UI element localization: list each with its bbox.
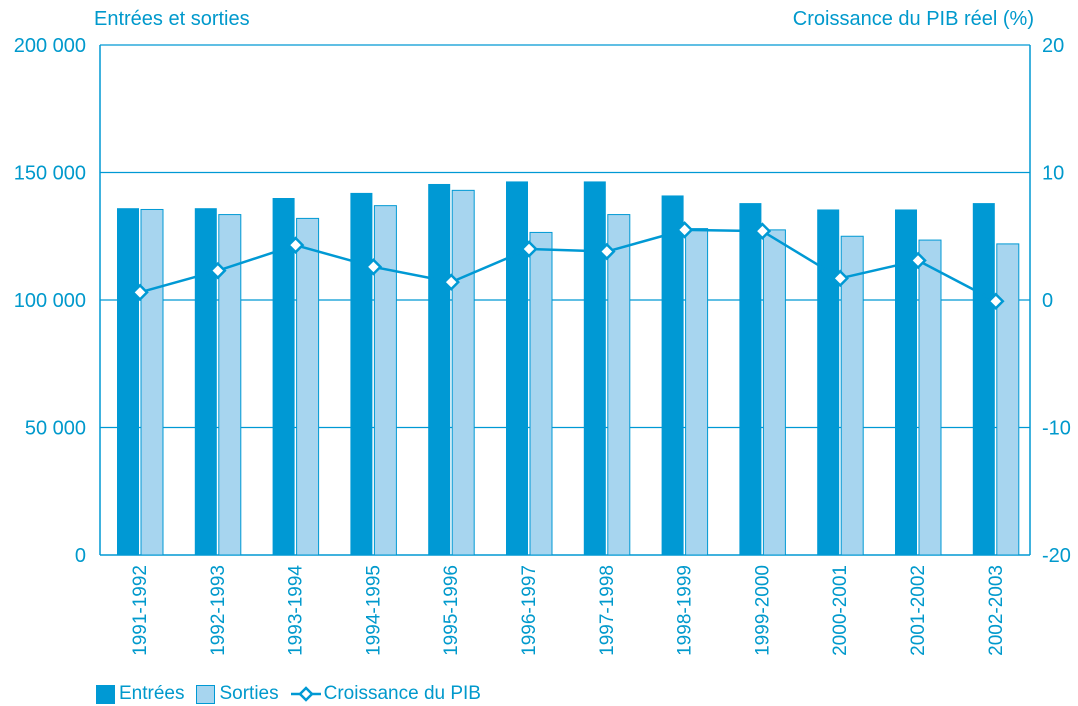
- bar-entrees: [117, 208, 139, 555]
- x-tick-label: 2001-2002: [908, 565, 929, 656]
- bar-sorties: [996, 243, 1020, 556]
- left-axis-title: Entrées et sorties: [94, 8, 250, 30]
- point-croissance-pib: [364, 258, 383, 276]
- x-tick-label: 1998-1999: [675, 565, 696, 656]
- point-croissance-pib: [209, 261, 227, 280]
- point-croissance-pib: [442, 273, 460, 291]
- legend-label-entrees: Entrées: [119, 683, 185, 704]
- legend-swatch-entrees: [96, 684, 115, 704]
- x-tick-label: 1996-1997: [519, 565, 540, 656]
- bar-entrees: [895, 209, 917, 555]
- legend: Entrées Sorties Croissance du PIB: [96, 683, 493, 705]
- x-tick-label: 1995-1996: [441, 565, 462, 656]
- right-tick-label: -10: [1042, 418, 1071, 440]
- line-croissance-pib: [139, 228, 997, 303]
- bar-sorties: [607, 214, 631, 556]
- point-croissance-pib: [831, 269, 849, 288]
- left-tick-label: 100 000: [14, 290, 86, 312]
- point-croissance-pib: [286, 236, 305, 254]
- bar-sorties: [685, 228, 709, 556]
- right-tick-label: 0: [1042, 290, 1053, 312]
- x-tick-label: 1991-1992: [130, 565, 151, 656]
- x-tick-label: 1994-1995: [363, 565, 384, 656]
- x-tick-label: 1997-1998: [597, 565, 618, 656]
- point-croissance-pib: [131, 283, 149, 302]
- x-tick-label: 2000-2001: [830, 565, 851, 656]
- legend-line-diamond-icon: [290, 686, 321, 702]
- point-croissance-pib: [753, 222, 772, 240]
- bar-entrees: [272, 198, 295, 555]
- bar-entrees: [972, 203, 995, 555]
- bar-sorties: [762, 229, 786, 556]
- bar-entrees: [583, 181, 606, 556]
- bar-sorties: [218, 214, 242, 556]
- bar-sorties: [451, 189, 475, 556]
- point-croissance-pib: [675, 221, 694, 239]
- bar-sorties: [373, 205, 397, 556]
- bar-sorties: [140, 208, 164, 556]
- bar-entrees: [661, 195, 684, 555]
- legend-label-sorties: Sorties: [219, 683, 279, 704]
- right-tick-label: 10: [1042, 163, 1064, 185]
- left-tick-label: 0: [75, 545, 86, 567]
- legend-item-pib: Croissance du PIB: [290, 683, 481, 705]
- bar-entrees: [194, 208, 217, 555]
- right-tick-label: 20: [1042, 35, 1064, 57]
- x-tick-label: 2002-2003: [986, 565, 1007, 656]
- point-croissance-pib: [909, 251, 927, 270]
- bar-entrees: [817, 209, 840, 555]
- point-croissance-pib: [987, 292, 1005, 311]
- x-tick-label: 1993-1994: [286, 565, 307, 656]
- bar-entrees: [506, 181, 528, 556]
- point-croissance-pib: [598, 242, 616, 261]
- bar-entrees: [428, 183, 451, 555]
- x-tick-label: 1992-1993: [208, 565, 229, 656]
- legend-item-sorties: Sorties: [196, 683, 279, 705]
- bar-sorties: [296, 217, 320, 556]
- bar-sorties: [918, 239, 942, 556]
- left-tick-label: 200 000: [14, 35, 86, 57]
- bar-entrees: [350, 192, 373, 555]
- legend-item-entrees: Entrées: [96, 683, 184, 705]
- legend-swatch-sorties: [196, 684, 216, 704]
- point-croissance-pib: [520, 240, 538, 258]
- bar-entrees: [739, 203, 762, 555]
- bar-sorties: [840, 235, 864, 556]
- left-tick-label: 150 000: [14, 163, 86, 185]
- right-axis-title: Croissance du PIB réel (%): [792, 8, 1034, 30]
- left-tick-label: 50 000: [25, 418, 86, 440]
- x-tick-label: 1999-2000: [752, 565, 773, 656]
- bar-sorties: [529, 231, 553, 556]
- legend-label-pib: Croissance du PIB: [323, 683, 481, 704]
- right-tick-label: -20: [1042, 545, 1071, 567]
- chart: 0 50 000 100 000 150 000 200 000 -20 -10 0 10 20 1…: [14, 35, 1071, 656]
